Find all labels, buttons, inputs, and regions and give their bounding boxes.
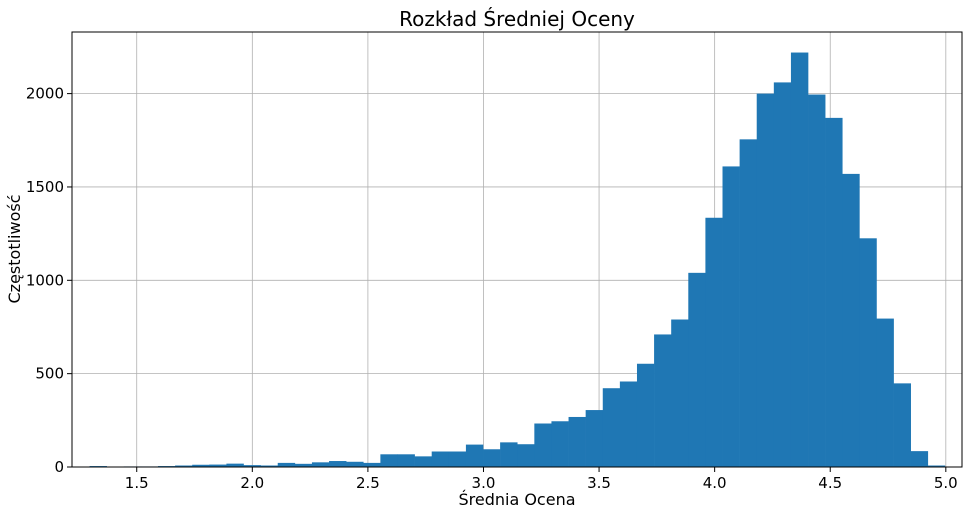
x-tick-label: 2.5	[356, 474, 380, 492]
histogram-bar	[927, 465, 946, 467]
y-axis-ticks: 0 500 1000 1500 2000	[26, 85, 72, 476]
histogram-bar	[636, 363, 655, 467]
histogram-bar	[688, 272, 706, 467]
histogram-bar	[363, 462, 381, 467]
histogram-bar	[654, 334, 672, 467]
histogram-bar	[842, 173, 860, 467]
x-tick-label: 4.5	[818, 474, 842, 492]
histogram-bar	[568, 416, 586, 467]
histogram-bar	[346, 461, 364, 467]
x-tick-label: 2.0	[240, 474, 264, 492]
histogram-bar	[226, 463, 244, 467]
histogram-bar	[397, 454, 415, 467]
histogram-bar	[209, 464, 227, 467]
y-axis-label: Częstotliwość	[5, 195, 24, 304]
y-tick-label: 1000	[26, 271, 64, 289]
histogram-bar	[859, 238, 877, 467]
histogram-bar	[825, 117, 843, 468]
histogram-bar	[808, 94, 826, 468]
histogram-bar	[551, 421, 569, 467]
histogram-bar	[431, 451, 450, 467]
histogram-bar	[380, 454, 398, 467]
y-tick-label: 2000	[26, 85, 64, 103]
x-tick-label: 4.0	[703, 474, 727, 492]
histogram-bar	[722, 166, 740, 467]
histogram-bar	[876, 318, 894, 467]
histogram-bar	[260, 465, 279, 467]
histogram-bar	[619, 381, 638, 467]
histogram-bar	[175, 465, 193, 467]
x-axis-label: Średnia Ocena	[458, 490, 575, 509]
histogram-bar	[517, 444, 535, 467]
histogram-bar	[294, 463, 313, 467]
y-tick-label: 500	[35, 365, 64, 383]
histogram-bar	[243, 465, 261, 467]
histogram-bar	[311, 462, 330, 467]
histogram-bar	[910, 451, 929, 467]
histogram-bar	[192, 464, 210, 467]
histogram-bar	[483, 449, 501, 467]
x-tick-label: 1.5	[125, 474, 149, 492]
x-tick-label: 3.0	[472, 474, 496, 492]
x-tick-label: 3.5	[587, 474, 611, 492]
histogram-bar	[329, 461, 347, 467]
histogram-bar	[739, 139, 758, 467]
histogram-bar	[414, 456, 432, 467]
y-tick-label: 1500	[26, 178, 64, 196]
histogram-bar	[773, 82, 792, 468]
x-tick-label: 5.0	[934, 474, 958, 492]
y-tick-label: 0	[54, 458, 64, 476]
histogram-bar	[705, 217, 723, 467]
x-axis-ticks: 1.5 2.0 2.5 3.0 3.5 4.0 4.5 5.0	[125, 467, 958, 492]
histogram-bar	[790, 52, 809, 468]
histogram-bar	[893, 383, 911, 467]
histogram-bar	[534, 423, 552, 467]
histogram-bar	[602, 388, 621, 467]
histogram-bar	[756, 93, 775, 468]
histogram-bars	[89, 52, 946, 468]
plot-frame	[71, 31, 963, 468]
histogram-bar	[585, 410, 604, 467]
histogram-bar	[500, 442, 518, 467]
histogram-bar	[277, 462, 296, 467]
histogram-bar	[465, 444, 484, 467]
histogram-bar	[671, 319, 689, 467]
histogram-bar	[448, 451, 467, 467]
chart-title: Rozkład Średniej Oceny	[399, 7, 635, 31]
